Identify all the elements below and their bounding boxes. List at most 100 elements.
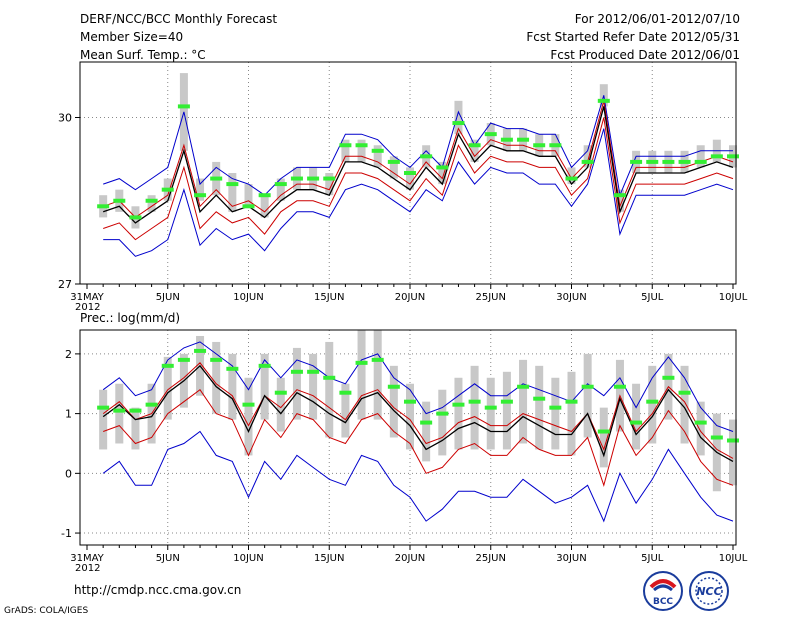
temp-xtick-label: 30JUN — [556, 292, 586, 303]
prec-obs-marker — [387, 384, 400, 389]
temp-obs-marker — [307, 176, 320, 181]
prec-ensemble-box — [502, 371, 511, 450]
temp-obs-marker — [549, 143, 562, 148]
prec-xtick-label: 10JUL — [719, 553, 748, 564]
prec-obs-marker — [129, 408, 142, 413]
prec-obs-marker — [210, 357, 223, 362]
temp-series-spread_high — [103, 100, 734, 219]
prec-ensemble-box — [567, 371, 576, 456]
variable-label: Mean Surf. Temp.: °C — [80, 48, 206, 62]
temp-ensemble-box — [373, 145, 382, 168]
temp-ytick-label: 27 — [58, 278, 72, 291]
temp-ensemble-box — [147, 195, 156, 212]
prec-obs-marker — [355, 360, 368, 365]
temp-ensemble-box — [260, 195, 269, 218]
temp-series-lower — [103, 128, 734, 257]
temp-xtick-label: 10JUL — [719, 292, 748, 303]
ncc-logo-text: NCC — [696, 585, 721, 598]
temp-ensemble-box — [244, 184, 253, 207]
temp-obs-marker — [630, 159, 643, 164]
temp-ensemble-box — [276, 178, 285, 201]
temp-obs-marker — [177, 104, 190, 109]
source-url[interactable]: http://cmdp.ncc.cma.gov.cn — [74, 583, 242, 597]
temp-series-upper — [103, 95, 733, 198]
prec-ensemble-box — [373, 330, 382, 420]
prec-series-mean — [102, 364, 734, 462]
prec-panel-title: Prec.: log(mm/d) — [80, 311, 180, 325]
temp-obs-marker — [500, 137, 513, 142]
temp-ensemble-box — [583, 145, 592, 168]
prec-ensemble-box — [212, 341, 221, 414]
temp-ensemble-box — [696, 145, 705, 168]
prec-series-spread_low — [103, 388, 734, 488]
temp-obs-marker — [533, 143, 546, 148]
prec-obs-marker — [323, 375, 336, 380]
prec-ensemble-box — [163, 356, 172, 420]
prec-obs-marker — [452, 402, 465, 407]
temp-xtick-label: 20JUN — [395, 292, 425, 303]
prec-obs-marker — [226, 366, 239, 371]
prec-obs-marker — [177, 357, 190, 362]
prec-ensemble-box — [406, 383, 414, 450]
prec-ensemble-box — [438, 389, 447, 456]
temp-obs-marker — [694, 159, 707, 164]
temp-obs-marker — [517, 137, 530, 142]
prec-ensemble-box — [244, 377, 253, 456]
prec-ensemble-box — [292, 347, 301, 420]
prec-obs-marker — [113, 408, 126, 413]
temp-ensemble-box — [196, 178, 205, 201]
temp-obs-marker — [436, 165, 449, 170]
prec-ensemble-box — [470, 365, 479, 450]
prec-ensemble-box — [325, 341, 334, 438]
temp-obs-marker — [194, 193, 207, 198]
temp-ensemble-box — [454, 100, 463, 135]
temp-ensemble-box — [389, 156, 398, 179]
prec-ensemble-box — [454, 377, 463, 450]
temp-obs-marker — [290, 176, 303, 181]
temp-obs-marker — [242, 204, 255, 209]
prec-obs-marker — [404, 399, 416, 404]
prec-series-upper — [102, 341, 734, 432]
prec-obs-marker — [613, 384, 626, 389]
forecast-period: For 2012/06/01-2012/07/10 — [574, 12, 740, 26]
prec-obs-marker — [242, 402, 255, 407]
prec-obs-marker — [694, 420, 707, 425]
prec-ensemble-box — [422, 401, 431, 462]
prec-xtick-label: 25JUN — [476, 553, 506, 564]
temp-obs-marker — [710, 154, 723, 159]
produced-date: Fcst Produced Date 2012/06/01 — [550, 48, 740, 62]
prec-ensemble-box — [357, 330, 366, 420]
temp-obs-marker — [97, 204, 110, 209]
temp-ensemble-box — [406, 167, 414, 190]
temp-obs-marker — [597, 98, 610, 103]
temp-obs-marker — [468, 143, 481, 148]
temp-obs-marker — [129, 215, 142, 220]
prec-ensemble-box — [276, 377, 285, 432]
prec-obs-marker — [727, 438, 739, 443]
temp-series-spread_low — [103, 117, 734, 241]
temp-obs-marker — [113, 198, 126, 203]
grads-credit: GrADS: COLA/IGES — [4, 606, 89, 616]
temp-obs-marker — [339, 143, 352, 148]
temp-obs-marker — [274, 182, 287, 187]
prec-xtick-label: 5JUN — [156, 553, 180, 564]
prec-ensemble-box — [696, 401, 705, 456]
temp-xtick-label: 10JUN — [233, 292, 263, 303]
prec-series-lower — [102, 430, 734, 523]
prec-obs-marker — [307, 369, 320, 374]
prec-ytick-label: 0 — [65, 467, 72, 480]
prec-ensemble-box — [680, 365, 689, 444]
prec-ensemble-box — [551, 377, 560, 450]
prec-obs-marker — [533, 396, 546, 401]
temp-xtick-year: 2012 — [75, 302, 100, 313]
prec-obs-marker — [290, 369, 303, 374]
temp-obs-marker — [452, 121, 465, 126]
temp-ytick-label: 30 — [58, 112, 72, 125]
temp-ensemble-box — [341, 139, 350, 162]
prec-obs-marker — [630, 420, 643, 425]
prec-plot-frame — [79, 329, 737, 546]
prec-obs-marker — [549, 405, 562, 410]
prec-obs-marker — [581, 384, 594, 389]
temp-ensemble-box — [470, 139, 479, 162]
prec-obs-marker — [662, 375, 675, 380]
